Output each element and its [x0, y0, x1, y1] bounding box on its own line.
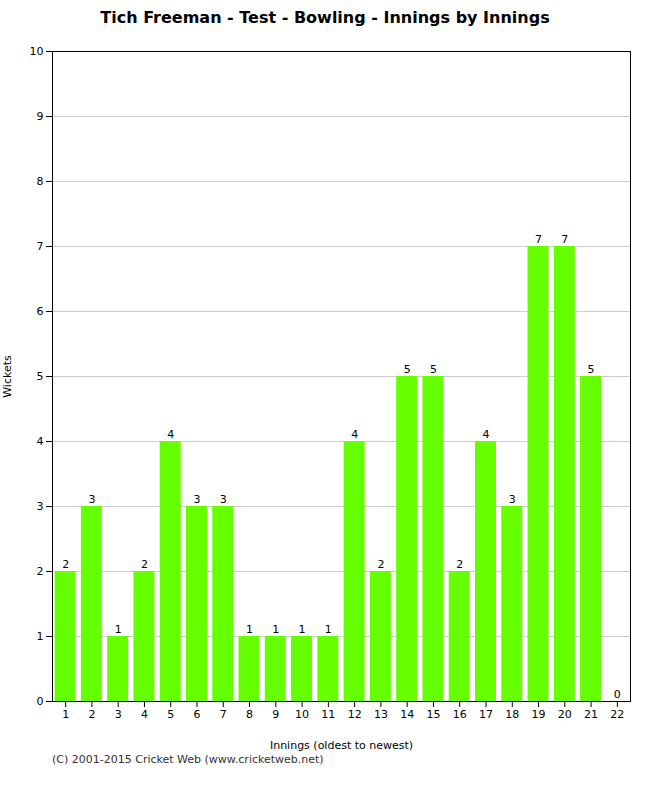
svg-text:5: 5: [588, 363, 595, 376]
svg-text:Wickets: Wickets: [1, 355, 14, 398]
svg-text:8: 8: [37, 175, 44, 188]
svg-text:1: 1: [246, 623, 253, 636]
svg-text:3: 3: [509, 493, 516, 506]
svg-text:9: 9: [272, 708, 279, 721]
svg-text:2: 2: [377, 558, 384, 571]
svg-text:1: 1: [37, 630, 44, 643]
svg-text:15: 15: [426, 708, 440, 721]
html-text:(C) 2001-2015 Cricket Web (www: (C) 2001-2015 Cricket Web (www.cricketwe…: [52, 753, 324, 766]
svg-text:4: 4: [351, 428, 358, 441]
svg-text:1: 1: [272, 623, 279, 636]
svg-text:20: 20: [558, 708, 572, 721]
svg-text:7: 7: [535, 233, 542, 246]
svg-text:10: 10: [295, 708, 309, 721]
svg-text:2: 2: [62, 558, 69, 571]
svg-text:17: 17: [479, 708, 493, 721]
svg-text:13: 13: [374, 708, 388, 721]
svg-text:5: 5: [430, 363, 437, 376]
svg-text:2: 2: [37, 565, 44, 578]
svg-text:5: 5: [404, 363, 411, 376]
html-text:Tich Freeman - Test - Bowling: Tich Freeman - Test - Bowling - Innings …: [100, 8, 550, 27]
svg-text:0: 0: [614, 688, 621, 701]
svg-text:19: 19: [532, 708, 546, 721]
svg-text:10: 10: [30, 45, 44, 58]
svg-text:11: 11: [321, 708, 335, 721]
svg-text:8: 8: [246, 708, 253, 721]
svg-text:2: 2: [88, 708, 95, 721]
svg-text:Innings (oldest to newest): Innings (oldest to newest): [270, 739, 413, 752]
svg-text:9: 9: [37, 110, 44, 123]
svg-text:21: 21: [584, 708, 598, 721]
svg-text:14: 14: [400, 708, 414, 721]
svg-text:7: 7: [37, 240, 44, 253]
svg-text:7: 7: [220, 708, 227, 721]
svg-text:4: 4: [167, 428, 174, 441]
svg-text:6: 6: [37, 305, 44, 318]
svg-text:1: 1: [62, 708, 69, 721]
svg-text:16: 16: [453, 708, 467, 721]
svg-text:5: 5: [167, 708, 174, 721]
svg-text:1: 1: [299, 623, 306, 636]
svg-text:3: 3: [115, 708, 122, 721]
svg-text:2: 2: [141, 558, 148, 571]
svg-text:1: 1: [325, 623, 332, 636]
svg-text:18: 18: [505, 708, 519, 721]
svg-text:22: 22: [610, 708, 624, 721]
svg-text:4: 4: [141, 708, 148, 721]
svg-text:5: 5: [37, 370, 44, 383]
svg-text:12: 12: [348, 708, 362, 721]
svg-text:3: 3: [194, 493, 201, 506]
svg-text:1: 1: [115, 623, 122, 636]
svg-text:4: 4: [37, 435, 44, 448]
svg-text:0: 0: [37, 695, 44, 708]
svg-text:7: 7: [561, 233, 568, 246]
svg-text:6: 6: [194, 708, 201, 721]
svg-text:3: 3: [37, 500, 44, 513]
svg-text:3: 3: [220, 493, 227, 506]
svg-text:2: 2: [456, 558, 463, 571]
svg-text:4: 4: [483, 428, 490, 441]
svg-text:3: 3: [88, 493, 95, 506]
